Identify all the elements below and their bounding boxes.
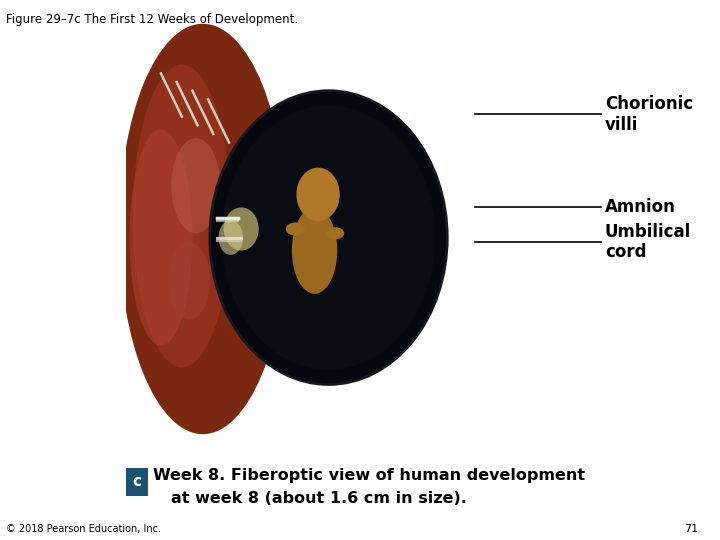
Text: at week 8 (about 1.6 cm in size).: at week 8 (about 1.6 cm in size). (171, 491, 467, 505)
Ellipse shape (119, 24, 287, 434)
Text: 71: 71 (684, 523, 698, 534)
Ellipse shape (168, 242, 210, 320)
Text: Umbilical
cord: Umbilical cord (605, 222, 691, 261)
Ellipse shape (133, 65, 230, 367)
Circle shape (297, 167, 340, 221)
Ellipse shape (327, 227, 344, 239)
Text: Amnion: Amnion (605, 198, 675, 217)
Ellipse shape (130, 130, 192, 346)
Text: Week 8. Fiberoptic view of human development: Week 8. Fiberoptic view of human develop… (153, 468, 585, 483)
Ellipse shape (219, 220, 243, 255)
Circle shape (222, 105, 436, 370)
Ellipse shape (286, 222, 305, 235)
Text: Placenta: Placenta (191, 298, 271, 316)
Circle shape (210, 91, 447, 384)
Text: Figure 29–7c The First 12 Weeks of Development.: Figure 29–7c The First 12 Weeks of Devel… (6, 14, 298, 26)
Text: © 2018 Pearson Education, Inc.: © 2018 Pearson Education, Inc. (6, 523, 161, 534)
Ellipse shape (292, 207, 337, 294)
Text: Chorionic
villi: Chorionic villi (605, 95, 693, 134)
FancyBboxPatch shape (126, 468, 148, 496)
Ellipse shape (171, 138, 220, 233)
Ellipse shape (224, 186, 294, 307)
Ellipse shape (224, 207, 258, 251)
Text: c: c (132, 474, 141, 489)
